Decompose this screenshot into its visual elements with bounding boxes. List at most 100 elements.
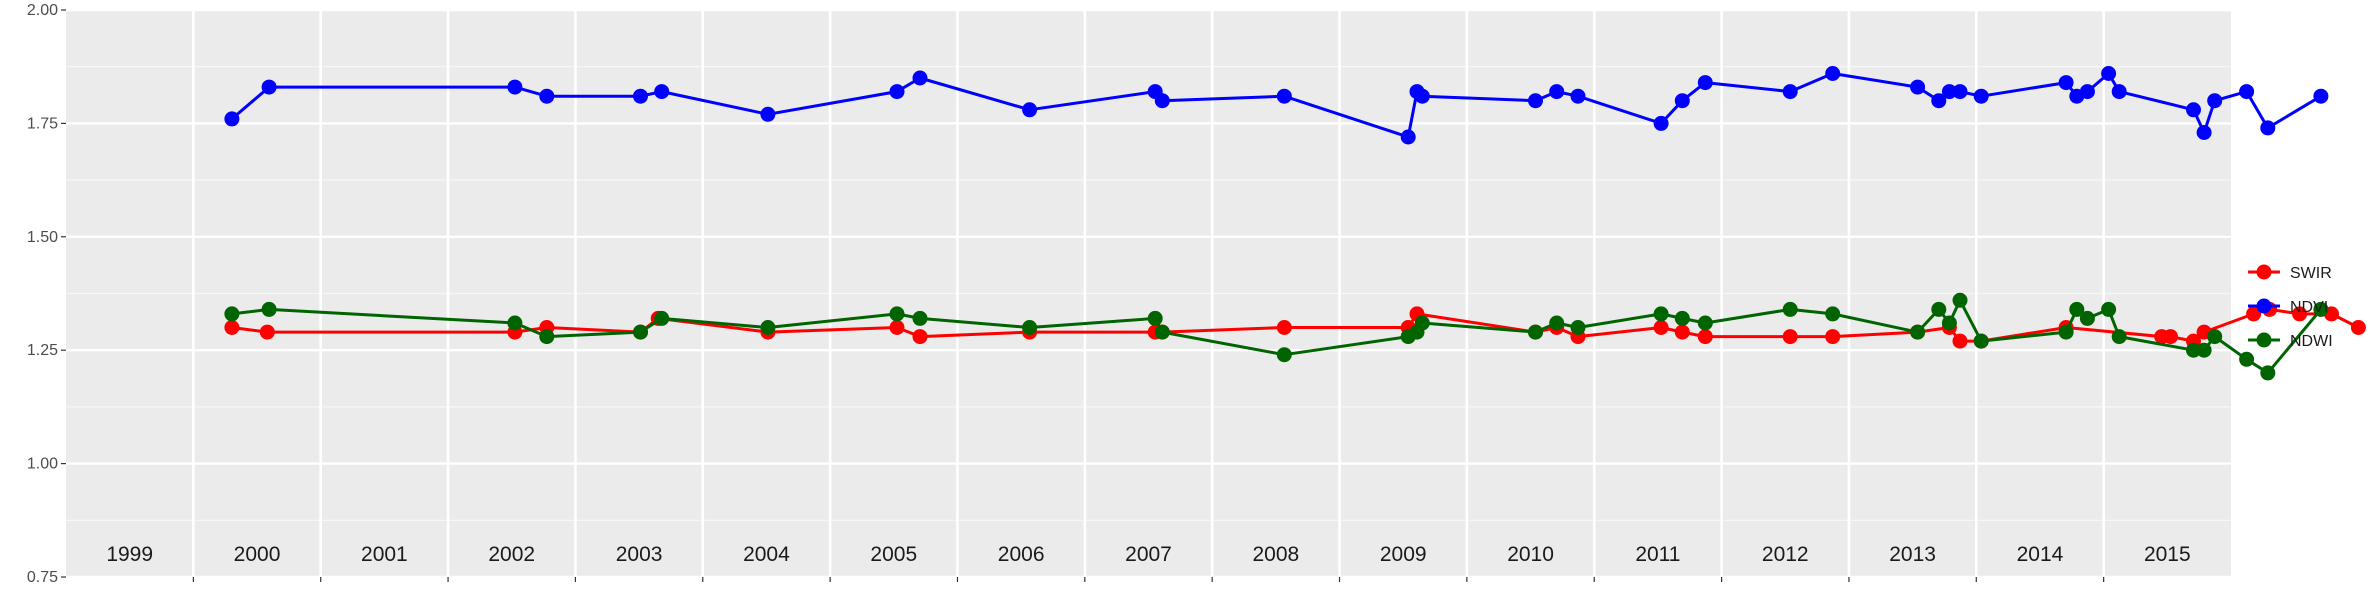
ndwi-point (1674, 310, 1690, 326)
ndwi-point (2207, 329, 2223, 345)
ndvi-point (2207, 93, 2223, 109)
year-label-2006: 2006 (998, 543, 1045, 566)
ndvi-point (1825, 66, 1841, 81)
ndwi-line (231, 298, 2323, 375)
ndvi-point (889, 84, 905, 100)
ndvi-point (1973, 88, 1989, 104)
ndwi-point (2111, 329, 2127, 345)
legend: SWIR NDVI NDWI (2248, 264, 2333, 350)
ndvi-point (2239, 84, 2255, 100)
ndwi-point (1549, 315, 1565, 331)
ndvi-point (261, 79, 277, 95)
ndwi-point (1825, 306, 1841, 322)
year-label-2005: 2005 (870, 543, 917, 566)
swir-point (2292, 306, 2308, 322)
swir-point (259, 324, 275, 340)
ndvi-point (2260, 120, 2276, 136)
year-label-2008: 2008 (1252, 543, 1299, 566)
ndvi-point (539, 88, 555, 104)
ndvi-point (1910, 79, 1926, 95)
year-label-2014: 2014 (2017, 543, 2064, 566)
ndwi-point (1973, 333, 1989, 349)
swir-point (912, 329, 928, 345)
ndvi-point (1528, 93, 1543, 109)
ndwi-point (2239, 351, 2255, 367)
swir-point (889, 320, 905, 335)
year-label-2012: 2012 (1762, 543, 1809, 566)
ndvi-point (760, 106, 776, 122)
ndvi-point (1931, 93, 1947, 109)
year-label-2015: 2015 (2144, 543, 2191, 566)
series-layer (224, 66, 2366, 381)
ndwi-point (1697, 315, 1713, 331)
swir-point (1952, 333, 1968, 349)
legend-label-ndwi: NDWI (2290, 333, 2333, 350)
ndwi-point (1910, 324, 1926, 340)
ndvi-point (2111, 84, 2127, 100)
ndwi-point (1931, 301, 1947, 317)
y-tick-label: 0.75 (27, 569, 58, 586)
swir-point (2350, 320, 2366, 335)
ndvi-point (2058, 75, 2074, 91)
ndwi-point (1952, 292, 1968, 308)
x-axis-year-labels: 1999 2000 2001 2002 2003 2004 2005 2006 2007 2008… (106, 543, 2190, 566)
grid-layer (66, 8, 2231, 582)
swir-point (1697, 329, 1713, 345)
y-tick-label: 1.75 (27, 115, 58, 132)
legend-label-ndvi: NDVI (2290, 299, 2328, 316)
ndwi-point (539, 329, 555, 345)
ndwi-point (1414, 315, 1430, 331)
ndvi-point (1782, 84, 1798, 100)
ndwi-point (1570, 320, 1586, 335)
ndvi-point (1276, 88, 1292, 104)
swir-point (1825, 329, 1841, 345)
ndwi-point (1653, 306, 1669, 322)
y-tick-label: 1.00 (27, 456, 58, 473)
legend-label-swir: SWIR (2290, 265, 2332, 282)
ndvi-point (2079, 84, 2095, 100)
ndwi-point (2101, 301, 2117, 317)
swir-point (2246, 306, 2262, 322)
ndwi-point (2186, 342, 2201, 358)
ndwi-point (1941, 315, 1957, 331)
ndvi-point (912, 70, 928, 86)
ndwi-point (1782, 301, 1798, 317)
swir-point (1653, 320, 1669, 335)
ndvi-point (224, 111, 240, 127)
ndvi-point (1941, 84, 1957, 100)
year-label-2007: 2007 (1125, 543, 1172, 566)
year-label-2013: 2013 (1889, 543, 1936, 566)
ndwi-point (224, 306, 240, 322)
ndvi-point (1570, 88, 1586, 104)
ndvi-point (1952, 84, 1968, 100)
year-label-2009: 2009 (1380, 543, 1427, 566)
ndvi-point (633, 88, 648, 104)
ndvi-point (2313, 88, 2329, 104)
ndvi-point (654, 84, 670, 100)
ndwi-point (889, 306, 905, 322)
year-label-2010: 2010 (1507, 543, 1554, 566)
year-label-2011: 2011 (1635, 543, 1680, 566)
y-axis: 0.75 1.00 1.25 1.50 1.75 2.00 (27, 2, 66, 586)
ndvi-point (1022, 102, 1038, 118)
ndwi-point (654, 310, 670, 326)
ndwi-point (1276, 347, 1292, 363)
ndvi-point (1154, 93, 1170, 109)
ndvi-line (230, 72, 2322, 139)
legend-marker-ndvi (2256, 298, 2272, 314)
swir-point (2163, 329, 2178, 345)
swir-point (1782, 329, 1798, 345)
swir-point (224, 320, 240, 335)
ndwi-point (507, 315, 523, 331)
ndwi-point (633, 324, 648, 340)
year-label-2001: 2001 (361, 543, 408, 566)
ndwi-point (2058, 324, 2074, 340)
year-label-2003: 2003 (616, 543, 663, 566)
ndvi-point (1549, 84, 1565, 100)
year-label-2000: 2000 (234, 543, 281, 566)
ndvi-point (1653, 115, 1669, 131)
ndwi-point (2196, 342, 2212, 358)
ndvi-point (507, 79, 523, 95)
